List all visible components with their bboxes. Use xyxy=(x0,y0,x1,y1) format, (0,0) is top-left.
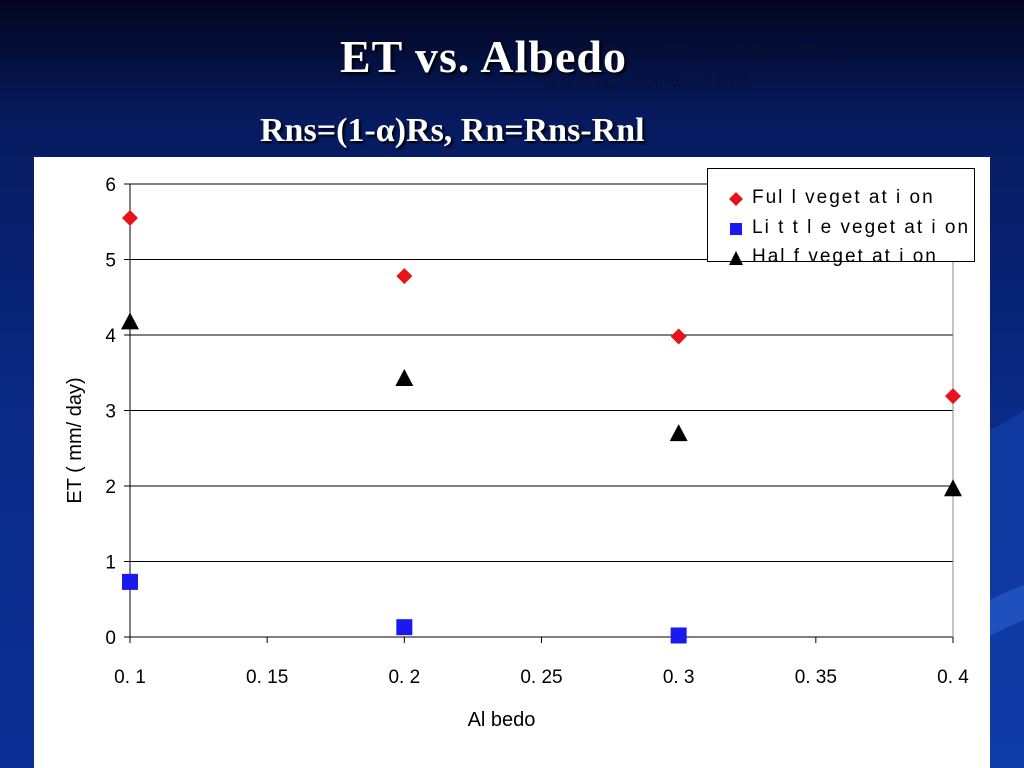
data-point-triangle-2 xyxy=(669,424,688,442)
x-tick-label-6: 0. 4 xyxy=(937,667,969,688)
chart-panel: 0 1 2 3 4 5 6 0. 1 0. 15 0. 2 0. 25 0. 3 0. 35 0. 4 Al… xyxy=(34,157,990,768)
formula-line-1: α = 0.484α₂ + 0.335α₃ − 0.324α₅ + 0.551α… xyxy=(548,42,842,61)
slide-title: ET vs. Albedo xyxy=(340,31,627,82)
x-tick-label-4: 0. 3 xyxy=(663,667,695,688)
x-axis-label: Al bedo xyxy=(468,709,536,731)
slide-subtitle: Rns=(1-α)Rs, Rn=Rns-Rnl xyxy=(260,112,645,149)
data-point-triangle-0 xyxy=(121,312,139,330)
data-point-diamond-3 xyxy=(945,388,961,405)
x-tick-label-5: 0. 35 xyxy=(795,667,837,688)
y-tick-label-6: 6 xyxy=(105,175,116,196)
data-point-square-2 xyxy=(670,627,687,644)
y-tick-label-5: 5 xyxy=(105,251,116,272)
x-tick-label-3: 0. 25 xyxy=(520,667,562,688)
formula-line-2: + 0.305α₈ − 0.367α₉ − 0.0015 xyxy=(548,72,751,91)
legend-label-full: Ful l veget at i on xyxy=(752,187,935,208)
y-tick-label-4: 4 xyxy=(105,326,116,347)
y-tick-label-2: 2 xyxy=(105,477,116,498)
y-axis-label: ET ( mm/ day) xyxy=(64,377,86,503)
square-marker-icon xyxy=(730,223,742,235)
data-point-diamond-2 xyxy=(670,328,687,345)
legend-label-half: Hal f veget at i on xyxy=(752,246,938,267)
y-tick-label-3: 3 xyxy=(105,402,116,423)
x-tick-label-0: 0. 1 xyxy=(114,667,146,688)
diamond-marker-icon xyxy=(729,192,743,206)
data-point-diamond-0 xyxy=(122,209,138,226)
data-point-square-0 xyxy=(122,573,138,590)
y-tick-label-0: 0 xyxy=(105,628,116,649)
x-tick-label-2: 0. 2 xyxy=(388,667,420,688)
y-tick-label-1: 1 xyxy=(105,553,116,574)
legend-label-little: Li t t l e veget at i on xyxy=(752,217,971,238)
triangle-marker-icon xyxy=(729,251,743,265)
chart-legend: Ful l veget at i on Li t t l e veget at … xyxy=(707,168,975,267)
data-point-square-1 xyxy=(396,619,413,636)
scatter-chart: 0 1 2 3 4 5 6 0. 1 0. 15 0. 2 0. 25 0. 3 0. 35 0. 4 Al… xyxy=(64,175,969,731)
x-tick-label-1: 0. 15 xyxy=(246,667,288,688)
data-point-diamond-1 xyxy=(396,268,413,285)
data-point-triangle-1 xyxy=(395,369,414,387)
data-point-triangle-3 xyxy=(944,479,962,497)
